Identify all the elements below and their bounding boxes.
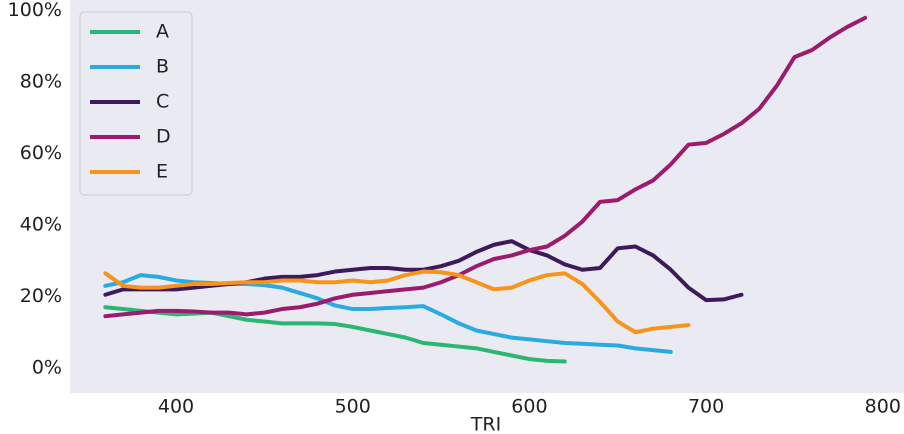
data-line	[103, 269, 691, 335]
y-tick-label: 0%	[32, 356, 62, 378]
x-tick-label: 700	[688, 396, 724, 418]
y-tick-label: 60%	[20, 142, 62, 164]
y-tick-label: 100%	[8, 0, 62, 21]
y-tick-label: 40%	[20, 214, 62, 236]
legend-label: D	[156, 126, 171, 148]
x-tick-label: 500	[335, 396, 371, 418]
legend-label: A	[156, 21, 169, 43]
legend-label: C	[156, 91, 169, 113]
data-line	[103, 15, 868, 319]
legend-label: B	[156, 56, 169, 78]
data-line	[103, 305, 567, 364]
x-tick-label: 600	[511, 396, 547, 418]
x-tick-label: 800	[865, 396, 901, 418]
legend-label: E	[156, 161, 168, 183]
plot-area	[70, 0, 904, 393]
y-tick-label: 80%	[20, 71, 62, 93]
x-axis-label: TRI	[470, 414, 501, 434]
y-tick-label: 20%	[20, 285, 62, 307]
x-tick-label: 400	[158, 396, 194, 418]
